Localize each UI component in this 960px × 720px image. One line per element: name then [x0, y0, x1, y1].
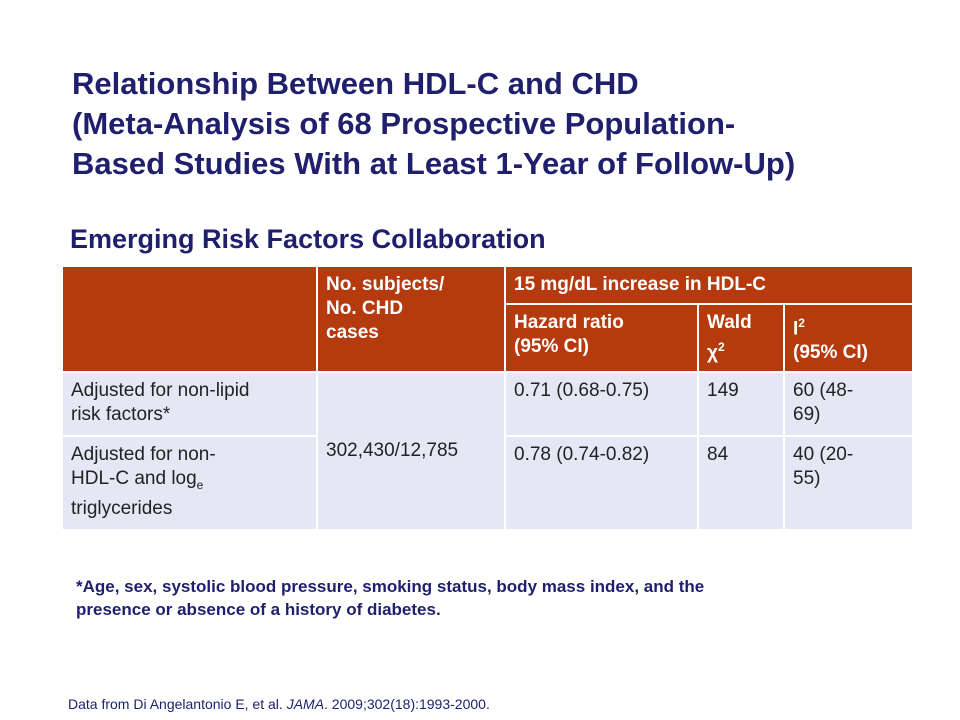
source-prefix: Data from Di Angelantonio E, et al. — [68, 696, 287, 712]
footnote-line1: *Age, sex, systolic blood pressure, smok… — [76, 577, 705, 596]
table-row: Adjusted for non- HDL-C and loge triglyc… — [61, 435, 914, 532]
hazard-ratio-value: 0.78 (0.74-0.82) — [504, 435, 699, 532]
header-i2-sup: 2 — [798, 316, 805, 330]
header-subjects-line2: No. CHD — [326, 298, 404, 319]
row-label-line2: risk factors* — [71, 404, 171, 426]
wald-value: 84 — [697, 435, 785, 532]
i2-value: 60 (48- 69) — [783, 371, 914, 438]
footnote-line2: presence or absence of a history of diab… — [76, 600, 441, 619]
row-label-line1: Adjusted for non- — [71, 444, 216, 466]
i2-line2: 55) — [793, 468, 821, 490]
title-line-1: Relationship Between HDL-C and CHD — [72, 66, 639, 101]
source-suffix: . 2009;302(18):1993-2000. — [324, 696, 490, 712]
row-label-line3: triglycerides — [71, 498, 173, 520]
slide-title: Relationship Between HDL-C and CHD (Meta… — [72, 64, 932, 184]
subjects-value: 302,430/12,785 — [316, 371, 506, 532]
header-group: 15 mg/dL increase in HDL-C — [504, 265, 914, 305]
header-hr-line2: (95% CI) — [514, 336, 589, 357]
header-subjects: No. subjects/ No. CHD cases — [316, 264, 506, 374]
header-i2: I2 (95% CI) — [783, 302, 914, 374]
header-wald-chi: χ — [707, 342, 718, 364]
header-wald: Wald χ2 — [697, 302, 785, 374]
source-citation: Data from Di Angelantonio E, et al. JAMA… — [68, 696, 490, 712]
header-subjects-line3: cases — [326, 322, 379, 343]
source-journal: JAMA — [286, 696, 325, 712]
i2-line1: 40 (20- — [793, 444, 854, 466]
header-subjects-line1: No. subjects/ — [326, 274, 445, 295]
header-wald-sup: 2 — [717, 340, 725, 354]
slide-subtitle: Emerging Risk Factors Collaboration — [70, 224, 546, 254]
header-row-1: No. subjects/ No. CHD cases 15 mg/dL inc… — [61, 264, 914, 374]
row-label-line2: HDL-C and log — [71, 468, 197, 490]
title-line-3: Based Studies With at Least 1-Year of Fo… — [72, 146, 796, 181]
header-wald-line1: Wald — [707, 312, 752, 333]
i2-value: 40 (20- 55) — [783, 435, 914, 532]
row-label-line1: Adjusted for non-lipid — [71, 380, 250, 402]
header-hr-line1: Hazard ratio — [514, 312, 624, 333]
table-row: Adjusted for non-lipid risk factors* 302… — [61, 371, 914, 532]
footnote: *Age, sex, systolic blood pressure, smok… — [76, 575, 896, 621]
wald-value: 149 — [697, 371, 785, 438]
row-label-subscript: e — [196, 478, 204, 493]
row-label: Adjusted for non- HDL-C and loge triglyc… — [61, 435, 318, 532]
results-table: No. subjects/ No. CHD cases 15 mg/dL inc… — [61, 264, 914, 532]
header-hazard-ratio: Hazard ratio (95% CI) — [504, 302, 699, 374]
header-i2-line2: (95% CI) — [793, 342, 868, 364]
i2-line2: 69) — [793, 404, 821, 426]
row-label: Adjusted for non-lipid risk factors* — [61, 371, 318, 438]
i2-line1: 60 (48- — [793, 380, 854, 402]
header-i2-base: I — [793, 318, 799, 340]
title-line-2: (Meta-Analysis of 68 Prospective Populat… — [72, 106, 736, 141]
hazard-ratio-value: 0.71 (0.68-0.75) — [504, 371, 699, 438]
header-blank-cell — [61, 264, 318, 374]
header-row-2: Hazard ratio (95% CI) Wald χ2 I2 (95% CI… — [62, 302, 914, 374]
